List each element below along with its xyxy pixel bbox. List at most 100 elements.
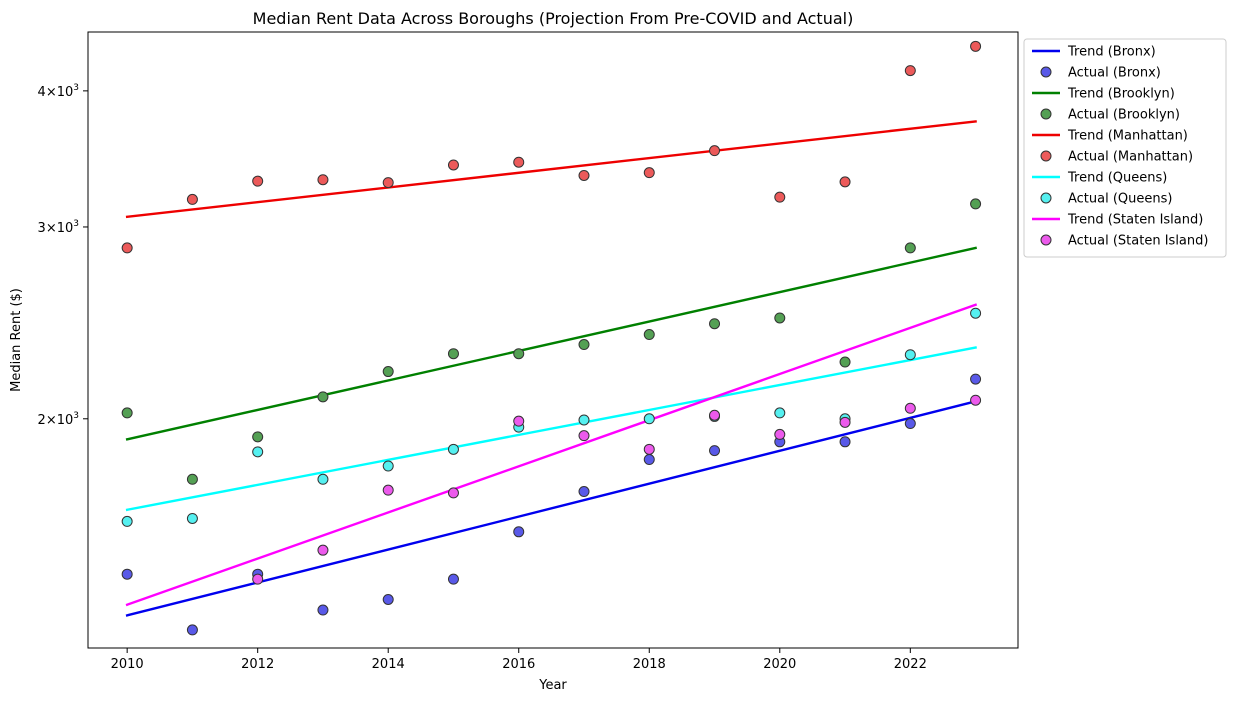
data-point-bronx: [186, 624, 198, 636]
y-tick-label: 3×103: [38, 219, 79, 236]
data-point-staten-island: [904, 402, 916, 414]
data-point-bronx: [382, 594, 394, 606]
legend-marker-queens: [1040, 192, 1052, 204]
data-point-queens: [643, 413, 655, 425]
data-point-staten-island: [709, 409, 721, 421]
data-point-staten-island: [970, 394, 982, 406]
data-point-staten-island: [447, 487, 459, 499]
chart-title: Median Rent Data Across Boroughs (Projec…: [253, 9, 854, 28]
trend-line-brooklyn: [125, 246, 978, 441]
x-tick-label: 2012: [241, 657, 274, 672]
data-point-brooklyn: [447, 348, 459, 360]
data-point-queens: [252, 446, 264, 458]
data-point-brooklyn: [186, 473, 198, 485]
legend-entry-actual-manhattan: Actual (Manhattan): [1068, 150, 1193, 165]
data-point-queens: [382, 460, 394, 472]
axes: 2010 2012 2014 2016 2018 2020 2022 2×103 3×103 4×…: [38, 83, 927, 672]
data-point-staten-island: [839, 416, 851, 428]
data-point-brooklyn: [970, 198, 982, 210]
legend-entry-trend-manhattan: Trend (Manhattan): [1067, 129, 1188, 144]
data-point-manhattan: [839, 176, 851, 188]
legend-marker-brooklyn: [1040, 108, 1052, 120]
data-point-queens: [186, 512, 198, 524]
x-tick-label: 2018: [633, 657, 666, 672]
data-point-brooklyn: [904, 242, 916, 254]
data-point-queens: [447, 443, 459, 455]
data-point-manhattan: [447, 159, 459, 171]
data-point-brooklyn: [643, 329, 655, 341]
y-tick-label: 4×103: [38, 83, 79, 100]
data-point-manhattan: [578, 169, 590, 181]
data-point-staten-island: [774, 428, 786, 440]
data-point-brooklyn: [382, 366, 394, 378]
x-tick-label: 2014: [372, 657, 405, 672]
legend-entry-trend-brooklyn: Trend (Brooklyn): [1067, 87, 1175, 102]
data-point-staten-island: [382, 484, 394, 496]
data-point-bronx: [839, 436, 851, 448]
data-point-staten-island: [643, 443, 655, 455]
trend-line-queens: [125, 346, 977, 512]
data-point-brooklyn: [513, 348, 525, 360]
data-point-manhattan: [382, 177, 394, 189]
data-point-brooklyn: [774, 312, 786, 324]
legend-box: [1023, 38, 1227, 258]
data-point-staten-island: [317, 544, 329, 556]
trend-line-staten-island: [125, 303, 978, 607]
data-point-bronx: [904, 418, 916, 430]
legend-entry-actual-bronx: Actual (Bronx): [1068, 66, 1161, 81]
data-point-bronx: [317, 604, 329, 616]
data-point-queens: [970, 307, 982, 319]
data-point-manhattan: [774, 191, 786, 203]
data-point-queens: [578, 414, 590, 426]
legend-entry-trend-staten-island: Trend (Staten Island): [1067, 213, 1203, 228]
data-point-brooklyn: [317, 391, 329, 403]
legend-entry-actual-brooklyn: Actual (Brooklyn): [1068, 108, 1180, 123]
data-point-manhattan: [121, 242, 133, 254]
data-point-manhattan: [513, 156, 525, 168]
plot-frame: [87, 31, 1019, 649]
x-tick-label: 2020: [763, 657, 796, 672]
data-point-brooklyn: [252, 431, 264, 443]
data-point-bronx: [578, 486, 590, 498]
legend-entry-actual-queens: Actual (Queens): [1068, 192, 1172, 207]
data-point-queens: [774, 407, 786, 419]
data-point-staten-island: [252, 573, 264, 585]
data-point-manhattan: [186, 193, 198, 205]
data-point-bronx: [643, 454, 655, 466]
data-point-bronx: [121, 568, 133, 580]
legend-marker-bronx: [1040, 66, 1052, 78]
legend-marker-staten-island: [1040, 234, 1052, 246]
data-point-staten-island: [513, 415, 525, 427]
x-tick-label: 2010: [111, 657, 144, 672]
x-axis-label: Year: [538, 678, 567, 693]
data-point-brooklyn: [121, 407, 133, 419]
trend-line-manhattan: [125, 120, 977, 219]
data-point-queens: [904, 349, 916, 361]
legend-entry-trend-queens: Trend (Queens): [1067, 171, 1167, 186]
data-point-queens: [121, 515, 133, 527]
trend-line-bronx: [125, 399, 978, 617]
data-point-staten-island: [578, 430, 590, 442]
data-point-manhattan: [970, 40, 982, 52]
data-point-bronx: [709, 445, 721, 457]
legend: Trend (Bronx) Actual (Bronx) Trend (Brookl…: [1023, 38, 1227, 258]
data-point-manhattan: [252, 175, 264, 187]
x-tick-label: 2016: [502, 657, 535, 672]
legend-marker-manhattan: [1040, 150, 1052, 162]
x-tick-label: 2022: [894, 657, 927, 672]
data-point-brooklyn: [839, 356, 851, 368]
data-point-manhattan: [317, 174, 329, 186]
legend-entry-actual-staten-island: Actual (Staten Island): [1068, 234, 1208, 249]
data-point-manhattan: [709, 145, 721, 157]
plot-area: [121, 40, 982, 636]
data-point-manhattan: [643, 167, 655, 179]
data-point-bronx: [513, 526, 525, 538]
data-point-brooklyn: [709, 318, 721, 330]
data-point-manhattan: [904, 65, 916, 77]
data-point-bronx: [447, 573, 459, 585]
legend-entry-trend-bronx: Trend (Bronx): [1067, 45, 1156, 60]
data-point-queens: [317, 473, 329, 485]
y-tick-label: 2×103: [38, 411, 79, 428]
data-point-bronx: [970, 373, 982, 385]
